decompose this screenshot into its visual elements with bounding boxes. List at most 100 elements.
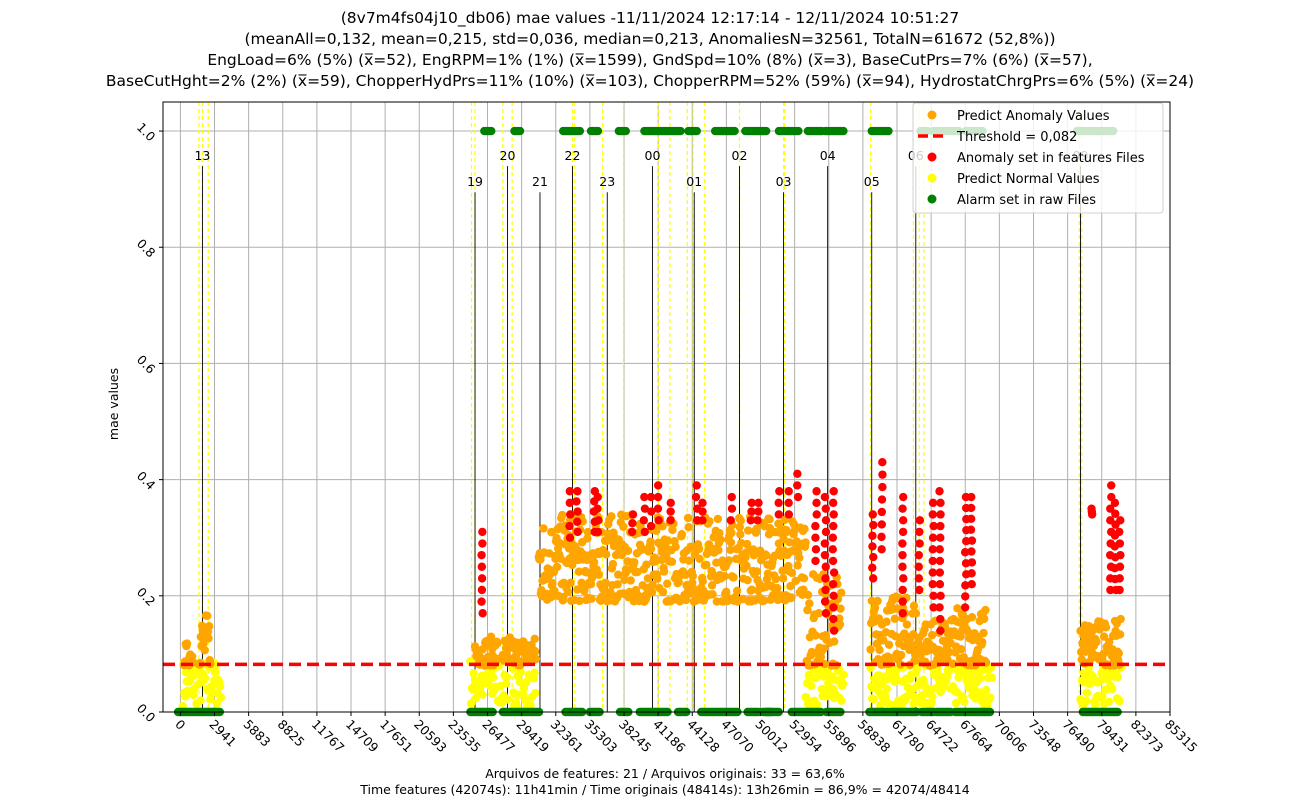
normal-point [503, 695, 512, 704]
anomaly-point [653, 574, 662, 583]
anomaly-point [752, 567, 762, 576]
anomaly-point [909, 601, 919, 611]
feature-anomaly-point [928, 579, 937, 589]
feature-anomaly-point [966, 525, 976, 534]
anomaly-point [837, 588, 846, 597]
feature-anomaly-point [646, 492, 656, 502]
hour-marker-label: 20 [500, 148, 516, 163]
anomaly-point [934, 645, 943, 654]
x-tick-label: 67664 [957, 717, 996, 756]
feature-anomaly-point [1110, 498, 1120, 508]
mae-scatter-chart: 1319202122230001020304050609 02941588388… [106, 101, 1201, 756]
feature-anomaly-point [829, 603, 838, 612]
x-tick-label: 11767 [309, 717, 348, 756]
legend-box [912, 102, 1164, 214]
anomaly-point [786, 581, 795, 591]
anomaly-point [607, 512, 616, 521]
feature-anomaly-point [653, 492, 663, 502]
anomaly-point [747, 585, 756, 594]
anomaly-point [883, 652, 892, 661]
anomaly-point [835, 620, 845, 629]
feature-anomaly-point [928, 498, 938, 508]
normal-point [1098, 692, 1107, 701]
anomaly-point [714, 546, 723, 555]
normal-point [1113, 672, 1123, 682]
anomaly-point [732, 586, 742, 596]
anomaly-point [684, 556, 694, 565]
legend-marker [927, 110, 937, 120]
feature-anomaly-point [898, 562, 907, 571]
anomaly-point [978, 637, 987, 647]
feature-anomaly-point [967, 579, 976, 589]
anomaly-point [762, 551, 771, 560]
anomaly-point [573, 585, 582, 594]
y-ticks: 0.0 0.2 0.4 0.6 0.8 1.0 [134, 120, 163, 725]
feature-anomaly-point [877, 495, 887, 504]
feature-anomaly-point [935, 603, 944, 612]
feature-anomaly-point [935, 545, 944, 554]
anomaly-point [1092, 637, 1101, 647]
anomaly-point [811, 631, 820, 640]
feature-anomaly-point [774, 498, 783, 508]
feature-anomaly-point [754, 507, 763, 516]
feature-anomaly-point [914, 585, 924, 595]
anomaly-point [782, 527, 791, 537]
feature-anomaly-point [829, 591, 838, 601]
feature-anomaly-point [566, 510, 575, 519]
x-tick-label: 32361 [548, 717, 587, 756]
feature-anomaly-point [1111, 509, 1120, 518]
feature-anomaly-point [477, 562, 487, 571]
feature-anomaly-point [477, 550, 486, 560]
x-tick-label: 85315 [1162, 717, 1201, 756]
alarm-point [730, 126, 739, 136]
feature-anomaly-point [868, 563, 877, 572]
anomaly-point [583, 527, 593, 537]
anomaly-point [882, 617, 891, 626]
feature-anomaly-point [746, 516, 755, 525]
anomaly-point [502, 649, 511, 658]
feature-anomaly-point [653, 504, 663, 513]
x-tick-label: 79431 [1094, 717, 1133, 756]
feature-anomaly-point [877, 507, 887, 517]
feature-anomaly-point [961, 592, 970, 601]
anomaly-point [791, 576, 800, 586]
feature-anomaly-point [647, 507, 656, 516]
anomaly-point [688, 578, 697, 587]
feature-anomaly-point [666, 498, 675, 508]
anomaly-point [589, 557, 599, 567]
anomaly-point [979, 614, 989, 624]
anomaly-point [723, 596, 732, 606]
feature-anomaly-point [1115, 574, 1124, 583]
feature-anomaly-point [784, 487, 793, 496]
x-tick-label: 52954 [787, 717, 826, 756]
feature-anomaly-point [936, 614, 945, 624]
feature-anomaly-point [821, 516, 831, 525]
feature-anomaly-point [935, 556, 945, 566]
feature-anomaly-point [936, 533, 945, 542]
alarm-point [676, 126, 685, 136]
normal-point [1090, 700, 1100, 709]
anomaly-point [690, 585, 699, 594]
normal-point [189, 690, 198, 700]
anomaly-point [688, 571, 698, 581]
feature-anomaly-point [829, 521, 838, 531]
anomaly-point [735, 522, 744, 532]
anomaly-point [531, 654, 541, 664]
anomaly-point [1114, 649, 1123, 658]
alarm-point [593, 126, 603, 136]
feature-anomaly-point [936, 626, 945, 635]
anomaly-point [204, 634, 213, 643]
anomaly-point [566, 578, 575, 588]
anomaly-point [927, 630, 937, 640]
anomaly-point [698, 577, 707, 586]
feature-anomaly-point [593, 504, 602, 513]
feature-anomaly-point [573, 507, 582, 516]
feature-anomaly-point [878, 470, 887, 479]
anomaly-points [179, 510, 1125, 670]
hour-marker-label: 13 [194, 148, 210, 163]
feature-anomaly-point [877, 545, 886, 554]
normal-point [216, 693, 226, 702]
anomaly-point [587, 594, 596, 603]
anomaly-point [795, 553, 804, 562]
feature-anomaly-point [868, 531, 877, 540]
